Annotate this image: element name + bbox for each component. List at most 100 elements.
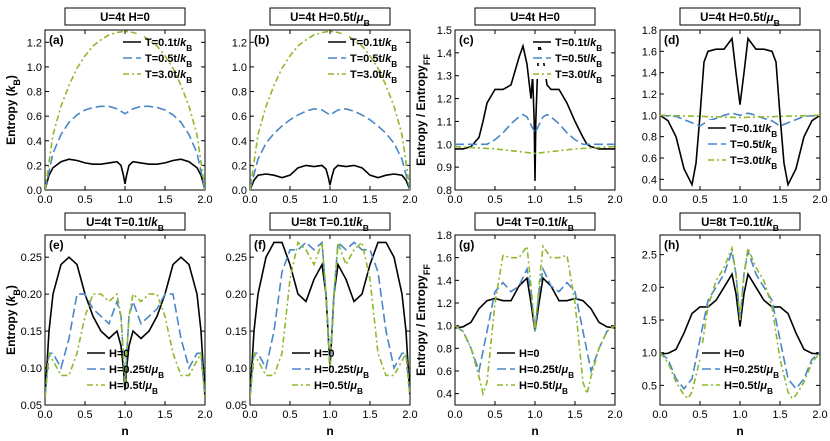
legend-label: T=0.5t/kB (350, 53, 397, 69)
y-tick-label: 1.0 (437, 139, 452, 151)
panel-title: U=8t T=0.1t/kB (701, 217, 779, 233)
legend-label: H=0 (109, 348, 130, 360)
panel-title: U=4t H=0.5t/μB (290, 12, 370, 28)
x-tick-label: 1.5 (157, 194, 172, 206)
legend-label: H=0.5t/μB (519, 380, 568, 396)
panel-f: U=8t T=0.1t/kB 0.0 0.5 1.0 1.5 2.0 0.05 0.10 0.1… (226, 212, 418, 438)
y-tick-label: 1.6 (642, 46, 657, 58)
x-tick-label: 0.5 (282, 409, 297, 421)
legend-bg (700, 361, 722, 374)
y-tick-label: 0.9 (437, 162, 452, 174)
y-tick-label: 0.2 (27, 160, 42, 172)
x-tick-label: 2.0 (402, 409, 417, 421)
y-tick-label: 0.4 (437, 389, 452, 401)
panel-title-box (474, 7, 596, 26)
x-tick-label: 1.0 (117, 194, 132, 206)
legend-bg (531, 34, 553, 47)
x-tick-label: 0.5 (77, 409, 92, 421)
x-tick-label: 0.0 (447, 194, 462, 206)
y-axis-label: Entropy / EntropyFF (414, 264, 432, 376)
series-line-1 (45, 105, 205, 190)
y-tick-label: 1.0 (437, 321, 452, 333)
panel-title-box (679, 212, 801, 231)
y-tick-label: 0.20 (226, 289, 247, 301)
y-tick-label: 0.10 (21, 363, 42, 375)
series-line-1 (250, 240, 410, 398)
y-tick-label: 0.0 (232, 185, 247, 197)
x-tick-label: 0.5 (282, 194, 297, 206)
y-tick-label: 1.2 (642, 89, 657, 101)
panel-title-box (679, 7, 801, 26)
y-tick-label: 1.3 (437, 71, 452, 83)
series-line-2 (45, 30, 205, 190)
legend-bg (290, 361, 312, 374)
legend-label: T=0.1t/kB (730, 123, 777, 139)
y-tick-label: 0.2 (232, 160, 247, 172)
series-line-2 (660, 114, 820, 119)
y-tick-label: 0.4 (642, 174, 657, 186)
x-axis-label: n (326, 424, 333, 438)
panel-title: U=4t T=0.1t/kB (496, 217, 574, 233)
x-tick-label: 1.5 (772, 194, 787, 206)
x-tick-label: 0.5 (692, 194, 707, 206)
legend-bg (121, 34, 143, 47)
y-tick-label: 1.2 (232, 37, 247, 49)
x-tick-label: 0.5 (487, 409, 502, 421)
legend-bg (531, 66, 553, 79)
series-line-0 (660, 36, 820, 188)
y-tick-label: 1.1 (437, 116, 452, 128)
y-tick-label: 0.6 (642, 153, 657, 165)
panel-title-box (64, 7, 186, 26)
legend-bg (326, 34, 348, 47)
y-tick-label: 1.2 (437, 94, 452, 106)
panel-a: U=4t H=0 0.0 0.5 1.0 1.5 2.0 0.0 0.2 0.4 0.6 0.8 1.… (4, 7, 213, 206)
legend-bg (326, 50, 348, 63)
y-tick-label: 1.0 (232, 62, 247, 74)
legend-label: H=0.5t/μB (724, 380, 773, 396)
legend-bg (700, 377, 722, 390)
series-line-1 (660, 112, 820, 127)
x-axis-label: n (736, 424, 743, 438)
x-tick-label: 1.0 (527, 194, 542, 206)
y-tick-label: 0.20 (21, 289, 42, 301)
series-line-1 (250, 107, 410, 190)
series-line-0 (45, 158, 205, 190)
panel-title-box (64, 212, 186, 231)
panel-d: U=4t H=0.5t/μB 0.0 0.5 1.0 1.5 2.0 0.4 0.6 0.8 1.… (642, 7, 828, 206)
panel-label: (f) (254, 238, 266, 252)
y-tick-label: 0.0 (27, 185, 42, 197)
series-line-2 (660, 245, 820, 400)
legend: T=0.1t/kBT=0.5t/kBT=3.0t/kB (121, 34, 192, 85)
y-tick-label: 1.0 (642, 110, 657, 122)
legend: H=0 H=0.25t/μBH=0.5t/μB (495, 345, 574, 396)
legend-label: H=0 (314, 348, 335, 360)
legend-label: T=3.0t/kB (145, 69, 192, 85)
y-tick-label: 0.15 (226, 326, 247, 338)
x-tick-label: 1.5 (567, 409, 582, 421)
x-tick-label: 0.0 (652, 409, 667, 421)
y-tick-label: 0.10 (226, 363, 247, 375)
panel-label: (d) (664, 33, 679, 47)
y-tick-label: 0.4 (27, 136, 42, 148)
panel-g: U=4t T=0.1t/kB 0.0 0.5 1.0 1.5 2.0 0.4 0.6 0.8 1.… (414, 212, 623, 438)
legend-label: T=0.5t/kB (555, 53, 602, 69)
panel-title: U=4t H=0 (510, 12, 560, 24)
panel-title-box (269, 212, 391, 231)
legend-bg (700, 345, 722, 358)
y-tick-label: 1.4 (437, 275, 452, 287)
y-tick-label: 0.25 (226, 252, 247, 264)
x-tick-label: 2.0 (197, 194, 212, 206)
series-line-0 (455, 43, 615, 181)
x-axis-label: n (531, 424, 538, 438)
y-tick-label: 0.05 (21, 400, 42, 412)
series-line-0 (660, 272, 820, 355)
x-tick-label: 0.0 (242, 409, 257, 421)
y-tick-label: 0.05 (226, 400, 247, 412)
y-tick-label: 2.0 (642, 282, 657, 294)
legend: T=0.1t/kBT=0.5t/kBT=3.0t/kB (706, 120, 777, 171)
legend-label: T=0.1t/kB (555, 37, 602, 53)
x-tick-label: 0.5 (77, 194, 92, 206)
x-tick-label: 0.0 (242, 194, 257, 206)
legend-label: T=0.5t/kB (145, 53, 192, 69)
x-tick-label: 2.0 (607, 194, 622, 206)
